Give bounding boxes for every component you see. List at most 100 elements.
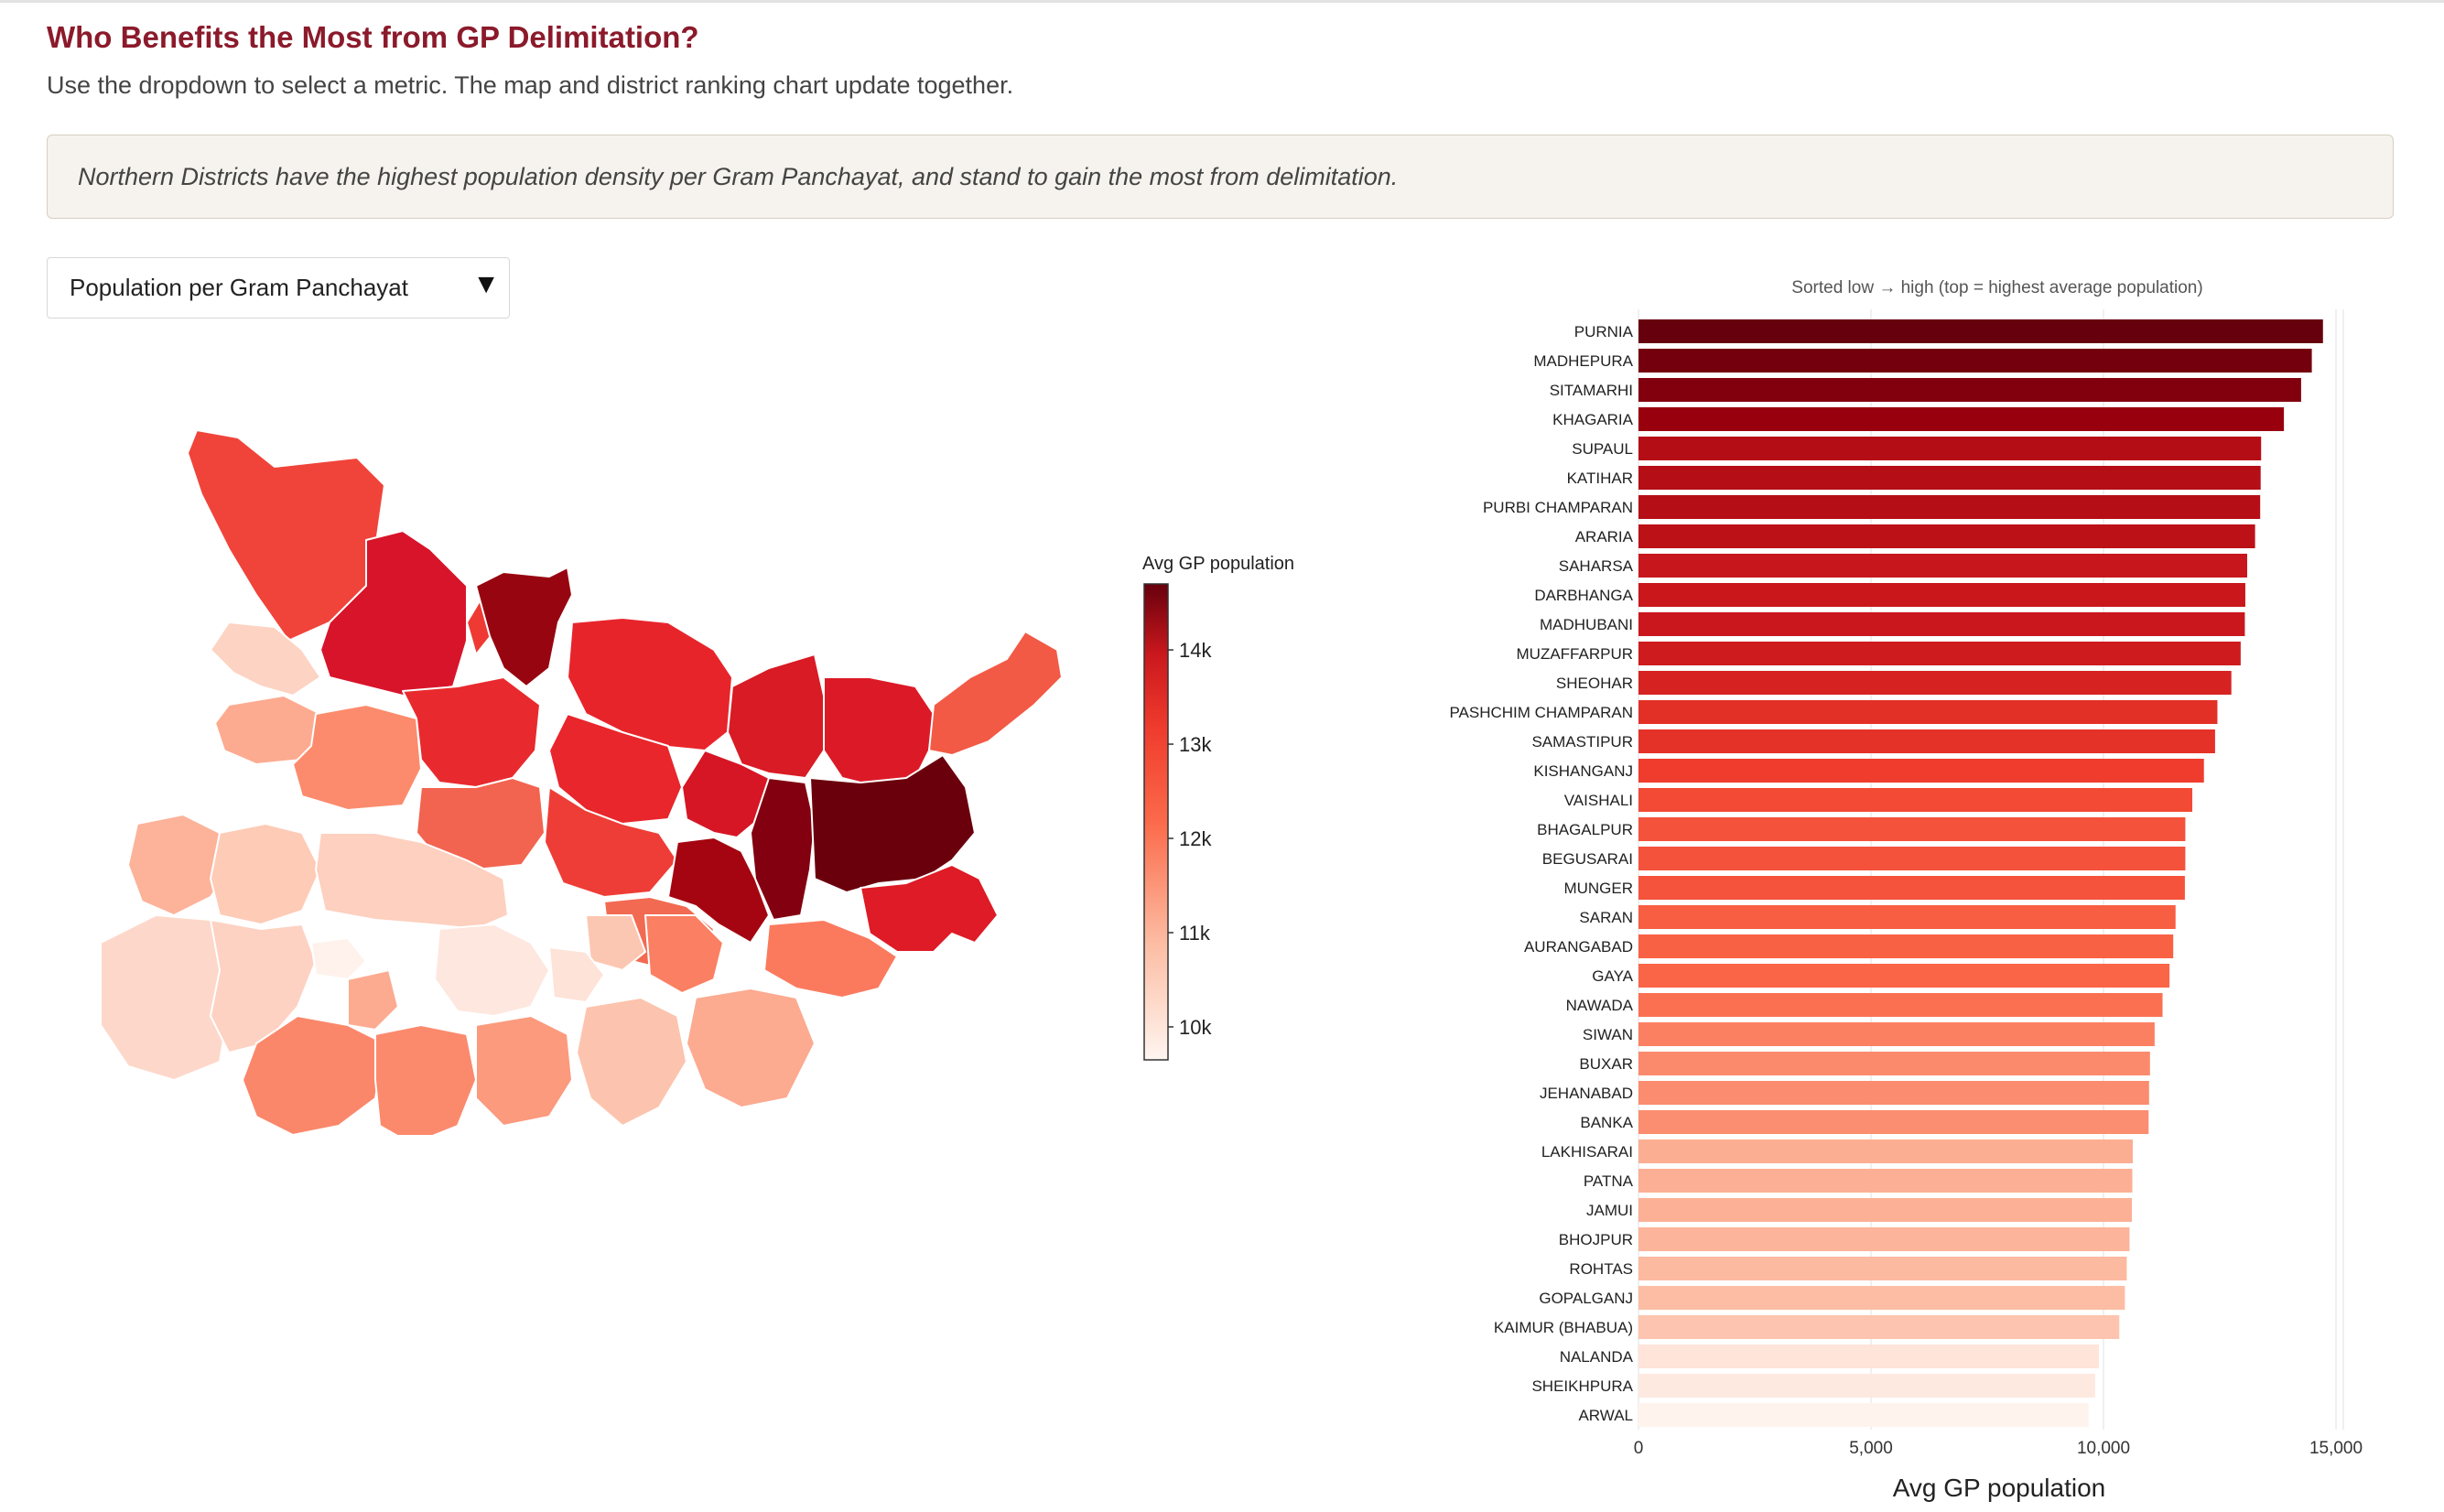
category-label: DARBHANGA [1534, 587, 1633, 604]
category-label: PASHCHIM CHAMPARAN [1449, 704, 1633, 721]
legend-tick-label: 11k [1179, 922, 1211, 945]
bar-rows: PURNIA MADHEPURA SITAMARHI KHAGARIA SUPAUL KA… [1449, 319, 2323, 1427]
category-label: SHEOHAR [1556, 675, 1633, 692]
category-label: JAMUI [1586, 1202, 1633, 1219]
category-label: SARAN [1579, 909, 1633, 926]
legend-tick-label: 12k [1179, 827, 1212, 850]
category-label: BANKA [1580, 1114, 1633, 1131]
bar [1638, 378, 2301, 402]
category-label: SIWAN [1583, 1026, 1633, 1043]
legend-tick-label: 14k [1179, 639, 1212, 662]
map-district[interactable] [763, 919, 898, 999]
map-district[interactable] [310, 937, 367, 980]
map-district[interactable] [727, 653, 825, 779]
bar [1638, 905, 2176, 929]
category-label: MADHEPURA [1533, 352, 1633, 370]
map-district[interactable] [242, 1015, 385, 1135]
triangle-down-icon: ▼ [472, 269, 500, 299]
category-label: SHEIKHPURA [1531, 1377, 1633, 1395]
map-district[interactable] [210, 621, 321, 697]
category-label: SAHARSA [1559, 557, 1634, 575]
category-label: BHAGALPUR [1537, 821, 1633, 838]
district-map[interactable] [73, 403, 1080, 1135]
bar [1638, 554, 2247, 578]
map-district[interactable] [434, 923, 550, 1017]
category-label: JEHANABAD [1540, 1085, 1633, 1102]
bar [1638, 319, 2323, 343]
bar [1638, 847, 2186, 870]
bar [1638, 1022, 2155, 1046]
bar [1638, 524, 2255, 548]
map-district[interactable] [374, 1024, 477, 1135]
bar [1638, 1286, 2125, 1310]
category-label: SAMASTIPUR [1531, 733, 1633, 751]
map-district[interactable] [315, 832, 509, 930]
map-district[interactable] [548, 946, 605, 1003]
district-ranking-chart: Sorted low → high (top = highest average… [1449, 278, 2363, 1502]
bar [1638, 964, 2170, 988]
map-district[interactable] [750, 777, 816, 921]
map-district[interactable] [809, 754, 976, 893]
map-district[interactable] [644, 914, 724, 994]
bar [1638, 407, 2285, 431]
category-label: VAISHALI [1564, 792, 1633, 809]
x-axis-ticks: 0 5,000 10,000 15,000 [1634, 1439, 2363, 1458]
category-label: NALANDA [1560, 1348, 1634, 1366]
map-district[interactable] [292, 704, 422, 811]
metric-dropdown[interactable]: Population per Gram Panchayat ▼ [47, 257, 510, 319]
category-label: GOPALGANJ [1539, 1290, 1633, 1307]
bar [1638, 437, 2262, 460]
bar [1638, 1198, 2132, 1222]
bar [1638, 993, 2163, 1017]
map-district[interactable] [576, 997, 687, 1127]
map-district[interactable] [686, 988, 816, 1108]
category-label: ARARIA [1575, 528, 1634, 545]
x-tick-label: 10,000 [2077, 1439, 2130, 1458]
map-district[interactable] [823, 676, 935, 788]
category-label: KAIMUR (BHABUA) [1494, 1319, 1633, 1336]
top-border [0, 0, 2444, 3]
map-district[interactable] [475, 567, 573, 687]
map-district[interactable] [667, 837, 770, 944]
legend-tick-label: 10k [1179, 1016, 1212, 1039]
bar [1638, 642, 2241, 665]
map-district[interactable] [928, 631, 1063, 756]
bar [1638, 1374, 2095, 1398]
category-label: MUZAFFARPUR [1517, 645, 1634, 663]
map-district[interactable] [127, 814, 230, 916]
bar [1638, 700, 2218, 724]
category-label: SUPAUL [1572, 440, 1633, 458]
bar [1638, 1110, 2149, 1134]
bar [1638, 1052, 2150, 1075]
bar [1638, 817, 2186, 841]
map-district[interactable] [544, 786, 678, 898]
x-tick-label: 0 [1634, 1439, 1644, 1458]
category-label: BHOJPUR [1559, 1231, 1633, 1248]
map-district[interactable] [475, 1015, 573, 1127]
x-tick-label: 15,000 [2309, 1439, 2363, 1458]
bar [1638, 934, 2174, 958]
map-district[interactable] [567, 617, 733, 751]
map-district[interactable] [402, 676, 541, 788]
map-district[interactable] [681, 750, 770, 838]
map-district[interactable] [347, 969, 399, 1031]
map-district[interactable] [548, 713, 683, 825]
x-axis-label: Avg GP population [1893, 1474, 2105, 1502]
map-district[interactable] [210, 919, 317, 1053]
bar [1638, 671, 2232, 695]
category-label: KISHANGANJ [1533, 762, 1633, 780]
map-district[interactable] [210, 823, 321, 925]
bar [1638, 1227, 2130, 1251]
metric-dropdown-value: Population per Gram Panchayat [70, 274, 408, 301]
insight-text: Northern Districts have the highest popu… [78, 162, 1399, 190]
category-label: GAYA [1592, 967, 1633, 985]
map-district[interactable] [860, 864, 999, 953]
category-label: KHAGARIA [1552, 411, 1634, 428]
bar [1638, 788, 2193, 812]
category-label: PURNIA [1574, 323, 1634, 340]
map-district[interactable] [319, 530, 468, 697]
page-subtitle: Use the dropdown to select a metric. The… [47, 71, 1014, 99]
map-district[interactable] [585, 914, 646, 971]
bar [1638, 1257, 2127, 1280]
category-label: LAKHISARAI [1541, 1143, 1633, 1161]
